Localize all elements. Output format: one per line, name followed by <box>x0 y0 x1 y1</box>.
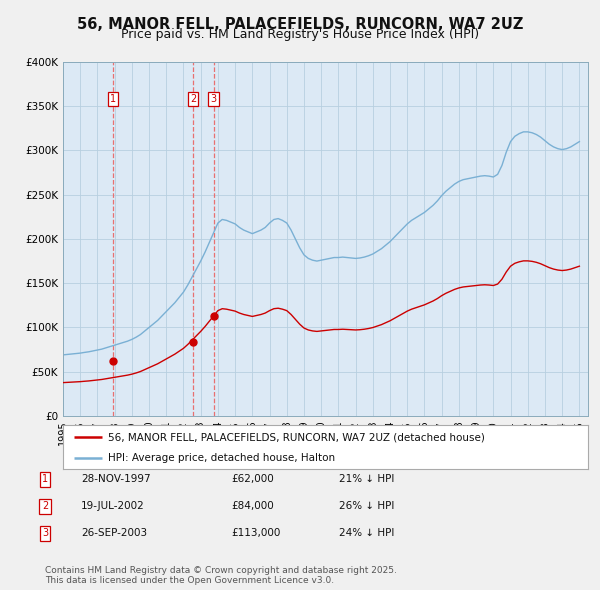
Text: 26-SEP-2003: 26-SEP-2003 <box>81 529 147 538</box>
Text: 26% ↓ HPI: 26% ↓ HPI <box>339 502 394 511</box>
Text: 3: 3 <box>211 94 217 104</box>
Text: 56, MANOR FELL, PALACEFIELDS, RUNCORN, WA7 2UZ (detached house): 56, MANOR FELL, PALACEFIELDS, RUNCORN, W… <box>107 432 485 442</box>
Text: 1: 1 <box>42 474 48 484</box>
Text: 56, MANOR FELL, PALACEFIELDS, RUNCORN, WA7 2UZ: 56, MANOR FELL, PALACEFIELDS, RUNCORN, W… <box>77 17 523 31</box>
Text: HPI: Average price, detached house, Halton: HPI: Average price, detached house, Halt… <box>107 453 335 463</box>
Text: Price paid vs. HM Land Registry's House Price Index (HPI): Price paid vs. HM Land Registry's House … <box>121 28 479 41</box>
Text: £62,000: £62,000 <box>231 474 274 484</box>
Text: 3: 3 <box>42 529 48 538</box>
Text: 19-JUL-2002: 19-JUL-2002 <box>81 502 145 511</box>
Text: 28-NOV-1997: 28-NOV-1997 <box>81 474 151 484</box>
Text: Contains HM Land Registry data © Crown copyright and database right 2025.
This d: Contains HM Land Registry data © Crown c… <box>45 566 397 585</box>
Point <box>188 337 198 346</box>
Text: £84,000: £84,000 <box>231 502 274 511</box>
Text: 2: 2 <box>42 502 48 511</box>
Text: 21% ↓ HPI: 21% ↓ HPI <box>339 474 394 484</box>
Point <box>108 356 118 366</box>
Text: 24% ↓ HPI: 24% ↓ HPI <box>339 529 394 538</box>
Text: 2: 2 <box>190 94 196 104</box>
Text: £113,000: £113,000 <box>231 529 280 538</box>
Text: 1: 1 <box>110 94 116 104</box>
Point <box>209 312 218 321</box>
